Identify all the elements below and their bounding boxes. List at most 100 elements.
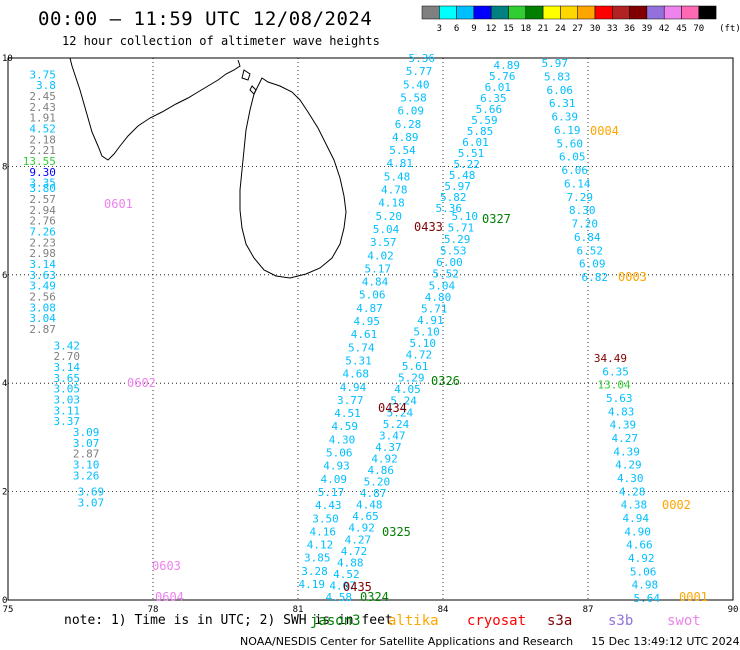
x-tick-label: 75 — [3, 605, 14, 615]
x-tick-label: 84 — [438, 605, 449, 615]
wave-height-value: 4.12 — [307, 539, 334, 552]
color-legend: 3 6 9 12 15 18 21 24 27 30 33 36 39 42 45 70 (ft) — [421, 5, 740, 34]
legend-label: 45 — [676, 24, 687, 34]
y-tick-label: 6 — [2, 271, 7, 281]
legend-label: 33 — [607, 24, 618, 34]
wave-height-value: 4.87 — [360, 487, 387, 500]
satellite-name-s3b: s3b — [608, 613, 634, 629]
wave-height-value: 6.00 — [436, 256, 463, 269]
pass-time-label: 0601 — [104, 197, 133, 211]
pass-time-label: 0435 — [343, 580, 372, 594]
wave-height-value: 6.52 — [577, 244, 604, 257]
wave-height-value: 3.14 — [54, 361, 81, 374]
wave-height-value: 4.37 — [375, 441, 402, 454]
x-tick-label: 90 — [728, 605, 739, 615]
wave-height-value: 2.21 — [29, 144, 56, 157]
wave-height-value: 4.61 — [351, 328, 378, 341]
wave-height-value: 6.39 — [552, 111, 579, 124]
legend-label: 30 — [590, 24, 601, 34]
wave-height-value: 5.82 — [440, 191, 467, 204]
wave-height-value: 4.43 — [315, 499, 342, 512]
wave-height-value: 2.57 — [29, 193, 56, 206]
wave-height-value: 4.92 — [348, 522, 375, 535]
satellite-name-cryosat: cryosat — [467, 613, 527, 629]
wave-height-value: 4.72 — [341, 545, 368, 558]
wave-height-value: 6.14 — [564, 177, 591, 190]
legend-label: 12 — [486, 24, 497, 34]
wave-height-value: 4.91 — [417, 314, 444, 327]
wave-height-value: 4.27 — [612, 432, 639, 445]
satellite-name-altika: altika — [388, 613, 439, 629]
wave-height-value: 2.43 — [29, 101, 56, 114]
wave-height-value: 4.98 — [632, 579, 659, 592]
page-subtitle: 12 hour collection of altimeter wave hei… — [62, 34, 380, 48]
wave-height-value: 3.47 — [379, 429, 406, 442]
wave-height-value: 4.94 — [623, 512, 650, 525]
wave-height-value: 2.18 — [29, 133, 56, 146]
wave-height-value: 5.36 — [436, 202, 463, 215]
wave-height-value: 5.06 — [359, 289, 386, 302]
wave-height-value: 4.80 — [425, 291, 452, 304]
wave-height-value: 5.17 — [318, 486, 345, 499]
wave-height-value: 5.71 — [448, 222, 475, 235]
wave-height-value: 4.92 — [371, 452, 398, 465]
wave-height-value: 5.17 — [365, 262, 392, 275]
wave-height-value: 4.18 — [378, 197, 405, 210]
wave-height-value: 4.38 — [621, 499, 648, 512]
wave-height-value: 4.89 — [494, 59, 521, 72]
legend-swatch — [490, 5, 509, 20]
legend-label: 27 — [572, 24, 583, 34]
wave-height-value: 6.05 — [559, 151, 586, 164]
wave-height-value: 6.09 — [398, 105, 425, 118]
wave-height-value: 5.83 — [544, 70, 571, 83]
legend-label: 18 — [520, 24, 531, 34]
wave-height-value: 7.20 — [572, 218, 599, 231]
wave-height-value: 3.69 — [78, 486, 105, 499]
wave-height-value: 5.10 — [452, 210, 479, 223]
wave-height-value: 2.87 — [29, 323, 56, 336]
wave-height-value: 2.56 — [29, 290, 56, 303]
wave-height-value: 4.09 — [321, 473, 348, 486]
legend-swatch — [456, 5, 475, 20]
wave-height-value: 4.93 — [323, 460, 350, 473]
pass-time-label: 0004 — [590, 124, 619, 138]
y-tick-label: 0 — [2, 596, 7, 606]
legend-label: 15 — [503, 24, 514, 34]
wave-height-value: 34.49 — [594, 352, 627, 365]
wave-height-value: 3.07 — [73, 437, 100, 450]
wave-height-value: 7.26 — [29, 225, 56, 238]
wave-height-value: 8.30 — [569, 204, 596, 217]
wave-height-value: 4.78 — [381, 184, 408, 197]
legend-label: 6 — [454, 24, 459, 34]
india-coastline — [69, 57, 241, 161]
x-tick-label: 78 — [148, 605, 159, 615]
wave-height-value: 4.29 — [615, 459, 642, 472]
wave-height-value: 4.94 — [340, 381, 367, 394]
wave-height-value: 6.01 — [485, 81, 512, 94]
pass-time-label: 0326 — [431, 374, 460, 388]
wave-height-value: 5.60 — [557, 137, 584, 150]
y-tick-label: 10 — [2, 54, 13, 64]
wave-height-value: 4.30 — [617, 472, 644, 485]
wave-height-value: 5.48 — [384, 170, 411, 183]
wave-height-value: 4.28 — [619, 485, 646, 498]
pass-time-label: 0325 — [382, 525, 411, 539]
wave-height-value: 3.63 — [29, 269, 56, 282]
wave-height-value: 4.05 — [394, 383, 421, 396]
wave-height-value: 5.48 — [449, 169, 476, 182]
legend-label: 21 — [538, 24, 549, 34]
legend-swatch — [525, 5, 544, 20]
wave-height-value: 13.04 — [598, 379, 631, 392]
wave-height-value: 5.71 — [421, 302, 448, 315]
wave-height-value: 5.20 — [376, 210, 403, 223]
wave-height-value: 5.10 — [410, 337, 437, 350]
wave-height-value: 2.70 — [54, 350, 81, 363]
wave-height-value: 3.49 — [29, 280, 56, 293]
legend-label: 36 — [624, 24, 635, 34]
wave-height-value: 4.83 — [608, 405, 635, 418]
pass-time-label: 0324 — [360, 590, 389, 604]
wave-height-value: 5.54 — [389, 144, 416, 157]
credit-text: NOAA/NESDIS Center for Satellite Applica… — [240, 635, 574, 648]
wave-height-value: 2.23 — [29, 236, 56, 249]
